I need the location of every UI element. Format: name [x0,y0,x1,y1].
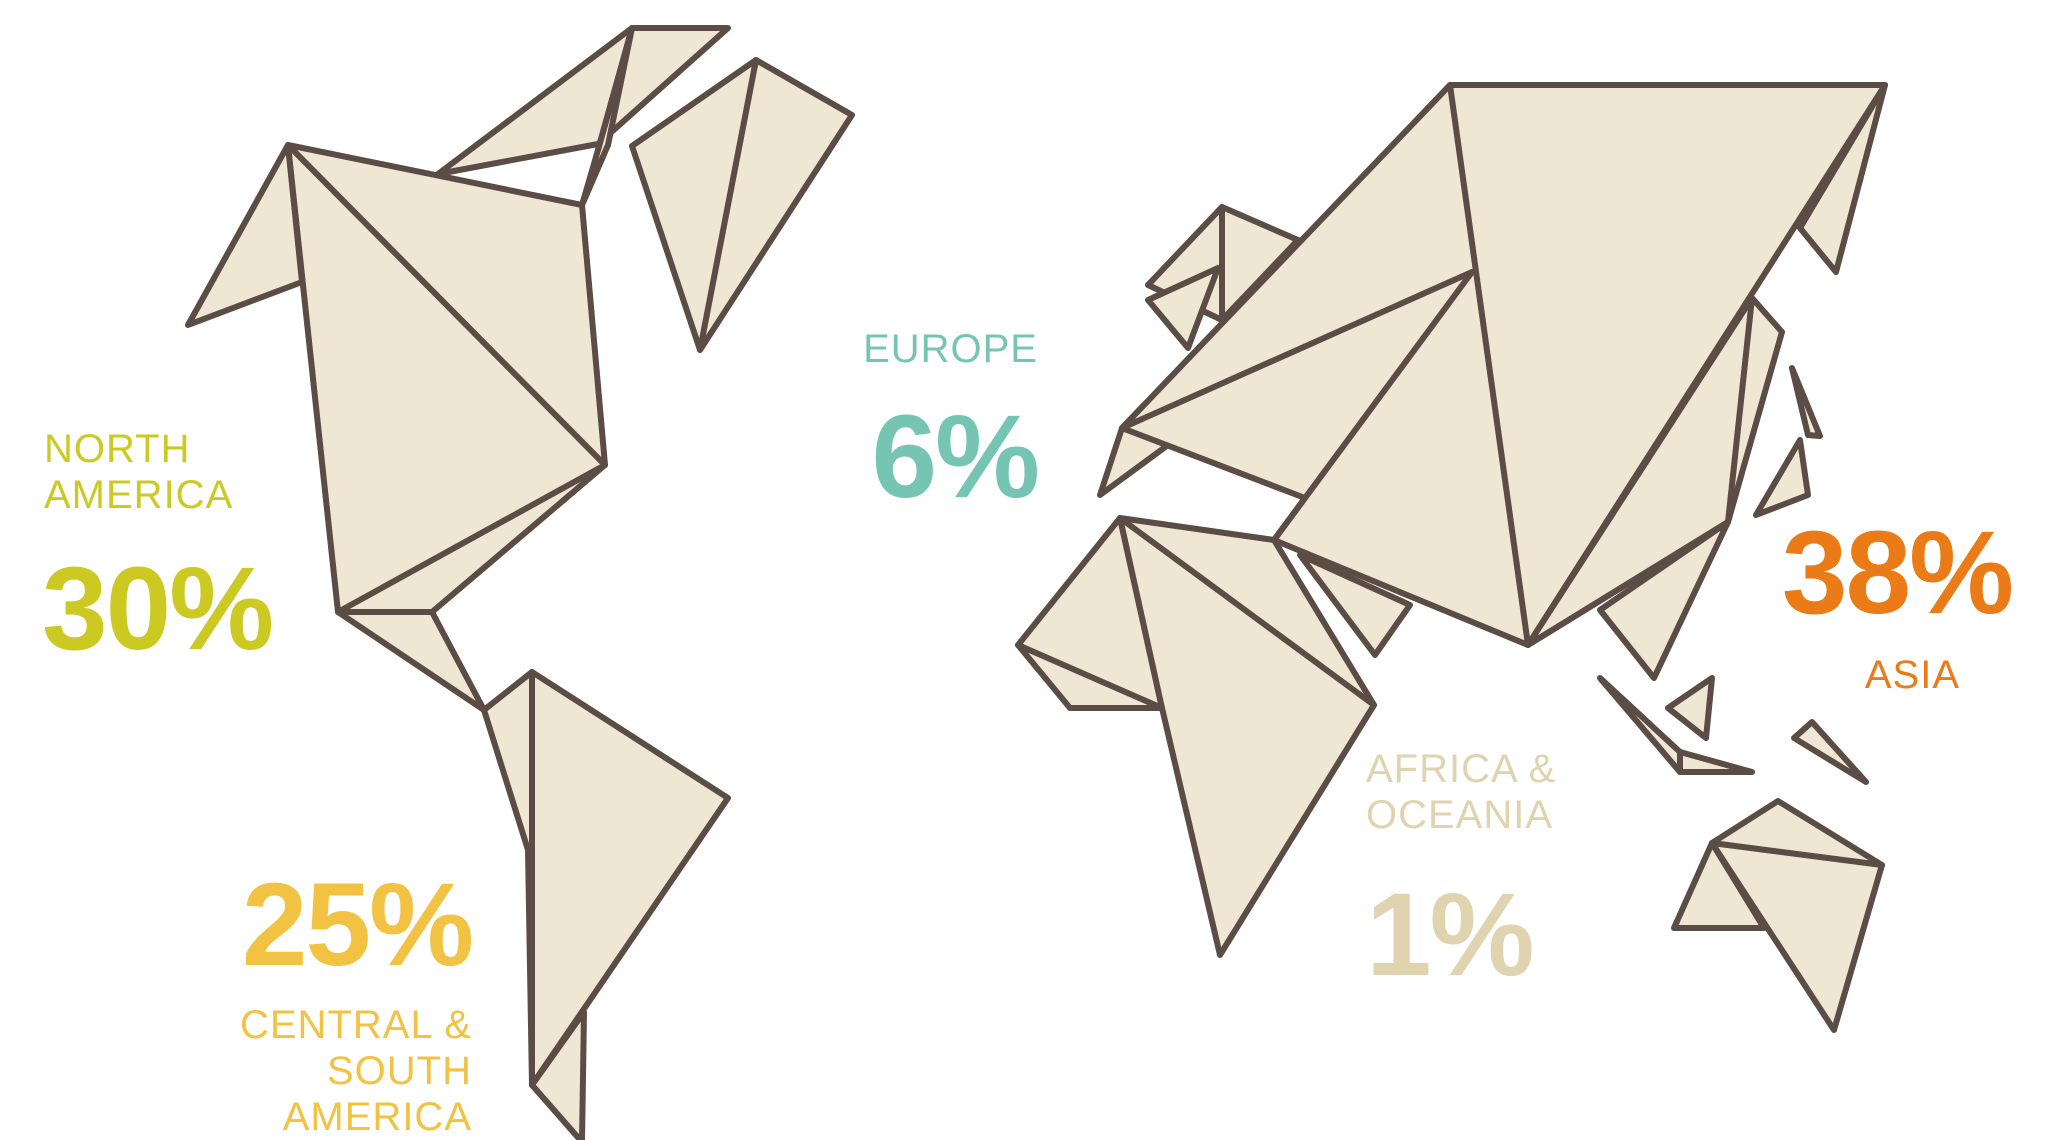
australia-shape [1674,801,1882,1030]
asia-name: ASIA [1752,652,1960,698]
asia-label: 38% ASIA [1752,514,2012,698]
north-america-label: NORTH AMERICA 30% [44,426,272,668]
central-america-neck [338,612,484,710]
south-america-main [532,672,728,1085]
central-south-america-name: CENTRAL & SOUTH AMERICA [100,1002,472,1140]
central-south-america-percent: 25% [100,866,472,984]
north-america-name: NORTH AMERICA [44,426,272,518]
europe-label: EUROPE 6% [848,326,1038,516]
greenland-shape [632,60,852,350]
africa-oceania-percent: 1% [1366,876,1556,994]
north-america-shape [188,28,852,710]
borneo-shape [1668,678,1712,738]
java-shape [1680,752,1752,772]
japan-south [1756,440,1808,515]
europe-name: EUROPE [848,326,1038,372]
alaska-wing [188,145,302,325]
europe-percent: 6% [848,398,1038,516]
sumatra-shape [1600,678,1680,772]
central-south-america-label: 25% CENTRAL & SOUTH AMERICA [100,866,472,1140]
africa-oceania-label: AFRICA & OCEANIA 1% [1366,746,1556,994]
south-america-shape [484,672,728,1140]
asia-percent: 38% [1752,514,2012,632]
north-america-body [288,145,605,612]
north-america-percent: 30% [42,550,272,668]
japan-north [1792,368,1820,436]
south-america-west [484,672,532,1085]
africa-oceania-name: AFRICA & OCEANIA [1366,746,1556,838]
new-guinea-shape [1794,722,1866,782]
